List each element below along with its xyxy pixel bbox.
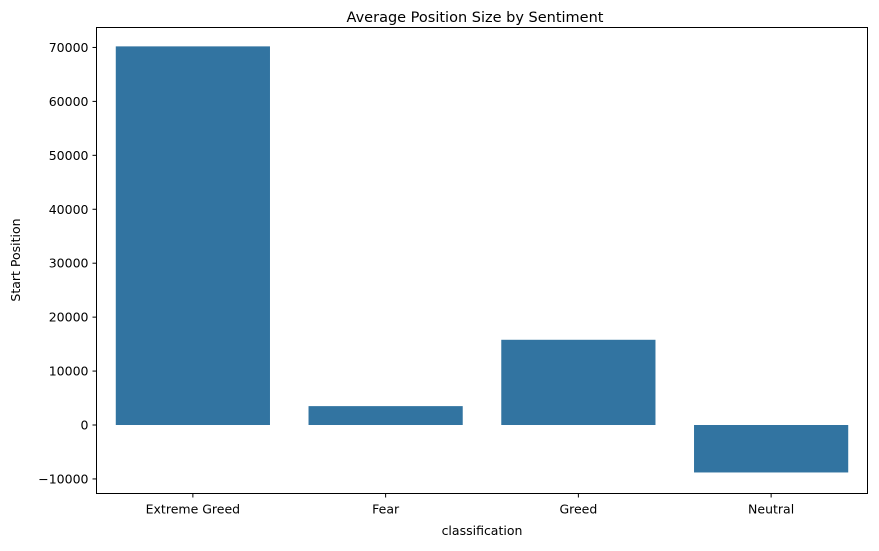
bar-fear <box>308 406 463 426</box>
y-tick-label: 10000 <box>49 364 89 379</box>
x-axis: Extreme Greed Fear Greed Neutral <box>146 493 794 517</box>
y-tick-label: 60000 <box>49 94 89 109</box>
x-axis-label: classification <box>442 523 523 538</box>
x-tick-label: Greed <box>559 502 597 517</box>
y-tick-label: −10000 <box>38 471 88 486</box>
y-tick-label: 50000 <box>49 148 89 163</box>
y-tick-label: 20000 <box>49 310 89 325</box>
y-axis: −10000 0 10000 20000 30000 40000 50000 60000 700… <box>38 40 97 486</box>
chart-title: Average Position Size by Sentiment <box>347 10 604 26</box>
x-tick-label: Extreme Greed <box>146 502 240 517</box>
x-tick-label: Fear <box>372 502 400 517</box>
y-tick-label: 70000 <box>49 40 89 55</box>
bars-group <box>115 46 849 473</box>
bar-greed <box>501 339 656 426</box>
bar-extreme-greed <box>115 46 270 426</box>
x-tick-label: Neutral <box>748 502 794 517</box>
y-tick-label: 0 <box>81 418 89 433</box>
y-tick-label: 30000 <box>49 256 89 271</box>
plot-frame <box>96 27 868 494</box>
y-tick-label: 40000 <box>49 202 89 217</box>
bar-neutral <box>694 425 849 473</box>
y-axis-label: Start Position <box>8 218 23 301</box>
